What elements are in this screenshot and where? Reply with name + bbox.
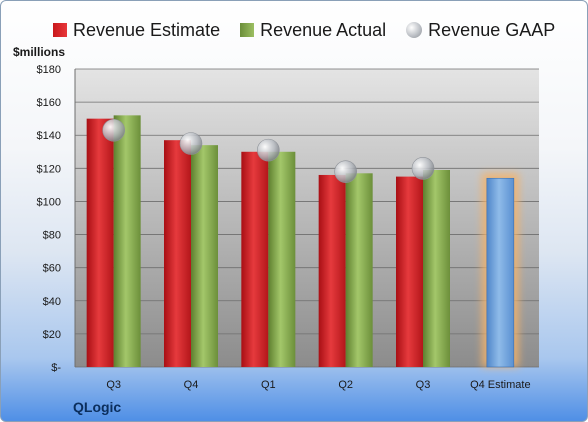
y-tick-label: $40 xyxy=(43,296,61,308)
legend-label-actual: Revenue Actual xyxy=(260,19,387,40)
legend: Revenue Estimate Revenue Actual Revenue … xyxy=(53,17,577,43)
point-revenue-gaap xyxy=(257,138,280,162)
y-tick-label: $20 xyxy=(43,329,61,341)
bar-revenue-estimate xyxy=(396,176,423,367)
y-tick-label: $- xyxy=(51,362,61,374)
bar-revenue-actual xyxy=(423,169,450,367)
y-tick-label: $100 xyxy=(37,196,61,208)
y-axis-unit-label: $millions xyxy=(13,45,66,59)
bar-revenue-forecast xyxy=(486,177,515,368)
y-tick-label: $120 xyxy=(37,163,61,175)
x-tick-label: Q2 xyxy=(338,379,353,391)
point-revenue-gaap xyxy=(179,132,203,155)
x-tick-label: Q3 xyxy=(416,379,431,391)
company-name: QLogic xyxy=(73,399,122,415)
bar-revenue-estimate xyxy=(318,174,346,367)
x-tick-label: Q4 Estimate xyxy=(470,379,531,391)
bar-revenue-actual xyxy=(268,151,296,367)
y-tick-label: $160 xyxy=(37,97,61,109)
bar-revenue-actual xyxy=(113,115,141,367)
legend-swatch-gaap xyxy=(406,22,423,38)
x-tick-label: Q4 xyxy=(184,379,199,391)
point-revenue-gaap xyxy=(411,157,435,180)
bar-revenue-estimate xyxy=(86,118,114,368)
y-tick-label: $180 xyxy=(37,64,61,76)
plot-area xyxy=(75,69,539,367)
legend-label-estimate: Revenue Estimate xyxy=(73,19,221,40)
point-revenue-gaap xyxy=(102,118,125,142)
legend-swatch-actual xyxy=(240,23,255,37)
y-tick-label: $140 xyxy=(37,130,61,142)
legend-item-actual: Revenue Actual xyxy=(240,20,386,41)
legend-swatch-estimate xyxy=(53,23,67,37)
bar-revenue-actual xyxy=(191,145,218,367)
x-tick-label: Q3 xyxy=(106,379,121,391)
bar-revenue-actual xyxy=(345,173,373,367)
legend-item-gaap: Revenue GAAP xyxy=(406,20,555,41)
legend-item-estimate: Revenue Estimate xyxy=(53,20,220,41)
legend-label-gaap: Revenue GAAP xyxy=(428,19,556,40)
bar-revenue-estimate xyxy=(241,151,269,367)
y-tick-label: $80 xyxy=(43,230,61,242)
x-tick-label: Q1 xyxy=(261,379,276,391)
y-tick-label: $60 xyxy=(43,263,61,275)
bar-revenue-estimate xyxy=(164,140,191,367)
point-revenue-gaap xyxy=(334,160,357,183)
